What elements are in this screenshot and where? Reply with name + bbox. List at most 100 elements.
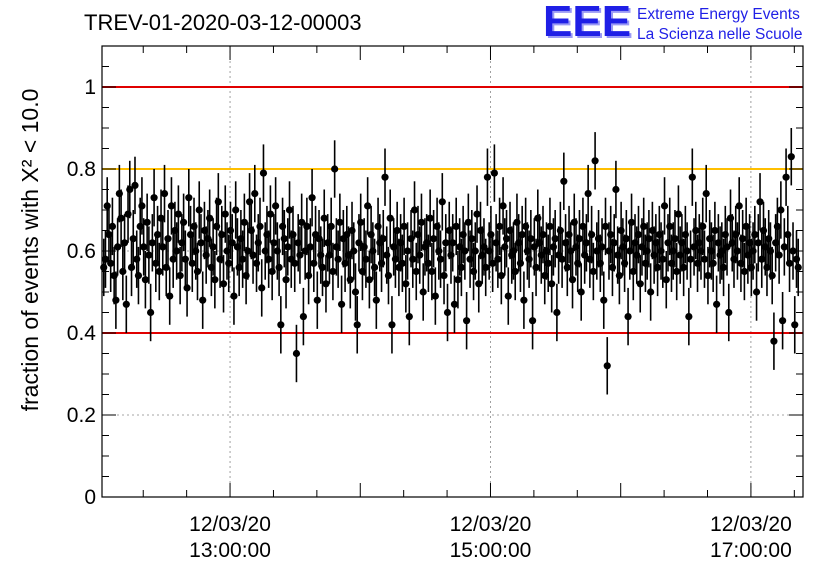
data-point xyxy=(539,231,547,239)
data-point xyxy=(671,235,679,243)
data-point xyxy=(173,247,181,255)
data-point xyxy=(285,206,294,214)
data-point xyxy=(457,263,465,271)
data-point xyxy=(265,255,273,263)
data-point xyxy=(483,173,492,181)
data-point xyxy=(419,288,427,296)
data-point xyxy=(494,255,502,263)
data-point xyxy=(449,239,457,247)
data-point xyxy=(313,296,321,304)
data-point xyxy=(502,235,511,243)
data-point xyxy=(322,280,330,288)
data-point xyxy=(334,255,342,263)
data-points xyxy=(100,128,802,395)
data-point xyxy=(148,239,156,247)
data-point xyxy=(627,218,636,226)
data-point xyxy=(442,239,450,247)
data-point xyxy=(598,243,606,251)
data-point xyxy=(699,222,707,230)
data-point xyxy=(647,288,655,296)
data-point xyxy=(688,173,696,181)
data-point xyxy=(143,218,151,226)
data-point xyxy=(160,190,169,198)
data-point xyxy=(351,288,360,296)
x-tick-time-label: 13:00:00 xyxy=(189,539,271,562)
data-point xyxy=(308,194,316,202)
data-point xyxy=(164,235,172,243)
data-point xyxy=(350,247,358,255)
data-point xyxy=(280,235,288,243)
data-point xyxy=(777,206,785,214)
x-tick-date-label: 12/03/20 xyxy=(710,513,792,536)
data-point xyxy=(292,349,301,358)
data-point xyxy=(296,251,304,259)
data-point xyxy=(183,284,191,292)
data-point xyxy=(214,198,222,206)
data-point xyxy=(298,218,306,226)
data-point xyxy=(131,181,139,189)
data-point xyxy=(239,255,247,263)
data-point xyxy=(218,231,226,239)
data-point xyxy=(206,214,214,222)
x-tick-time-label: 15:00:00 xyxy=(450,539,532,562)
data-point xyxy=(155,267,163,276)
data-point xyxy=(471,247,479,255)
axes: 0 0.2 0.4 0.6 0.8 1 12/03/20 13:00:00 12/03/20 15… xyxy=(67,45,803,562)
data-point xyxy=(473,210,481,218)
data-point xyxy=(553,308,561,317)
data-point xyxy=(318,263,327,271)
data-point xyxy=(188,259,196,267)
data-point xyxy=(166,292,174,300)
data-point xyxy=(370,263,379,271)
data-point xyxy=(291,259,299,267)
data-point xyxy=(461,247,469,255)
x-tick-date-label: 12/03/20 xyxy=(189,513,271,536)
data-point xyxy=(353,321,361,329)
data-point xyxy=(666,222,674,230)
data-point xyxy=(320,214,328,222)
data-point xyxy=(266,210,275,218)
data-point xyxy=(588,231,596,239)
data-point xyxy=(153,231,162,239)
data-point xyxy=(634,231,643,239)
data-point xyxy=(232,206,240,214)
data-point xyxy=(174,210,182,218)
logo-line-2: La Scienza nelle Scuole xyxy=(637,26,803,43)
data-point xyxy=(791,321,799,329)
data-point xyxy=(249,251,257,259)
data-point xyxy=(454,276,462,284)
data-point xyxy=(282,276,290,284)
data-point xyxy=(482,263,490,271)
data-point xyxy=(141,276,150,284)
data-point xyxy=(495,222,504,230)
data-point xyxy=(563,263,571,271)
data-point xyxy=(101,255,110,263)
data-point xyxy=(700,255,709,263)
x-tick-time-label: 17:00:00 xyxy=(710,539,792,562)
data-point xyxy=(624,313,632,321)
data-point xyxy=(584,190,592,198)
data-point xyxy=(794,263,802,271)
data-point xyxy=(417,218,426,226)
data-point xyxy=(193,267,202,276)
data-point xyxy=(546,222,554,230)
data-point xyxy=(558,255,566,263)
data-point xyxy=(258,284,266,292)
data-point xyxy=(702,190,710,198)
data-point xyxy=(686,255,695,263)
data-point xyxy=(475,280,483,288)
data-point xyxy=(589,267,597,276)
data-point xyxy=(336,218,344,226)
data-point xyxy=(735,202,743,210)
data-point xyxy=(711,226,719,235)
data-point xyxy=(544,259,552,267)
data-point xyxy=(410,206,419,214)
data-point xyxy=(277,321,285,329)
data-point xyxy=(185,194,193,202)
data-point xyxy=(197,239,205,247)
data-point xyxy=(372,296,380,304)
data-point xyxy=(490,169,498,177)
data-point xyxy=(159,243,167,251)
data-point xyxy=(362,255,370,263)
y-tick-label: 1 xyxy=(84,76,96,99)
